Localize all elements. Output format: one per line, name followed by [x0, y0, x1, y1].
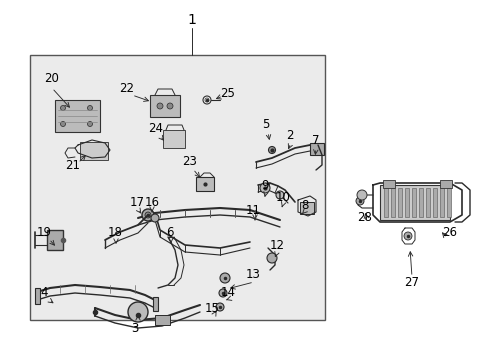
Text: 10: 10 — [275, 190, 290, 203]
Text: 25: 25 — [220, 86, 235, 99]
Circle shape — [157, 103, 163, 109]
Text: 14: 14 — [220, 285, 235, 298]
Circle shape — [151, 214, 159, 222]
Text: 19: 19 — [37, 225, 51, 239]
Bar — [379, 185, 449, 220]
Text: 9: 9 — [261, 179, 268, 192]
Circle shape — [128, 302, 148, 322]
Text: 28: 28 — [357, 211, 372, 224]
Bar — [383, 188, 387, 217]
Text: 12: 12 — [269, 239, 284, 252]
Text: 18: 18 — [107, 225, 122, 239]
Bar — [299, 202, 313, 214]
Text: 7: 7 — [312, 134, 319, 147]
Bar — [309, 143, 324, 155]
Circle shape — [61, 105, 65, 111]
Text: 23: 23 — [182, 154, 197, 167]
Bar — [80, 142, 108, 160]
Bar — [382, 180, 394, 188]
Bar — [432, 188, 436, 217]
Circle shape — [216, 303, 224, 311]
Circle shape — [87, 105, 92, 111]
Circle shape — [87, 122, 92, 126]
Text: 2: 2 — [285, 129, 293, 141]
Circle shape — [356, 190, 366, 200]
Text: 1: 1 — [187, 13, 196, 27]
Bar — [446, 188, 450, 217]
Bar — [418, 188, 422, 217]
Text: 3: 3 — [131, 321, 139, 334]
Text: 16: 16 — [144, 195, 159, 208]
Bar — [155, 315, 170, 325]
Bar — [411, 188, 415, 217]
Bar — [397, 188, 401, 217]
Circle shape — [167, 103, 173, 109]
Text: 17: 17 — [129, 195, 144, 208]
Bar — [390, 188, 394, 217]
Bar — [196, 177, 214, 191]
Bar — [30, 55, 325, 320]
Bar — [163, 130, 184, 148]
Bar — [425, 188, 429, 217]
Circle shape — [219, 289, 226, 297]
Circle shape — [268, 147, 275, 153]
Bar — [35, 288, 40, 304]
Text: 11: 11 — [245, 203, 260, 216]
Circle shape — [61, 122, 65, 126]
Text: 6: 6 — [166, 225, 173, 239]
Circle shape — [403, 232, 411, 240]
Text: 21: 21 — [65, 158, 81, 171]
Circle shape — [145, 212, 151, 218]
Text: 4: 4 — [40, 287, 48, 300]
Bar — [150, 95, 180, 117]
Bar — [439, 180, 451, 188]
Bar — [153, 297, 158, 311]
Text: 5: 5 — [262, 117, 269, 131]
Text: 15: 15 — [204, 302, 219, 315]
Bar — [404, 188, 408, 217]
Text: 13: 13 — [245, 269, 260, 282]
Text: 22: 22 — [119, 81, 134, 95]
Circle shape — [142, 209, 154, 221]
Circle shape — [220, 273, 229, 283]
Circle shape — [266, 253, 276, 263]
Bar — [55, 100, 100, 132]
Circle shape — [355, 197, 363, 205]
Bar — [47, 230, 63, 250]
Bar — [439, 188, 443, 217]
Text: 20: 20 — [44, 72, 60, 85]
Text: 8: 8 — [301, 198, 308, 212]
Text: 24: 24 — [148, 122, 163, 135]
Circle shape — [275, 191, 284, 199]
Text: 26: 26 — [442, 225, 457, 239]
Text: 27: 27 — [404, 276, 419, 289]
Circle shape — [260, 183, 269, 193]
